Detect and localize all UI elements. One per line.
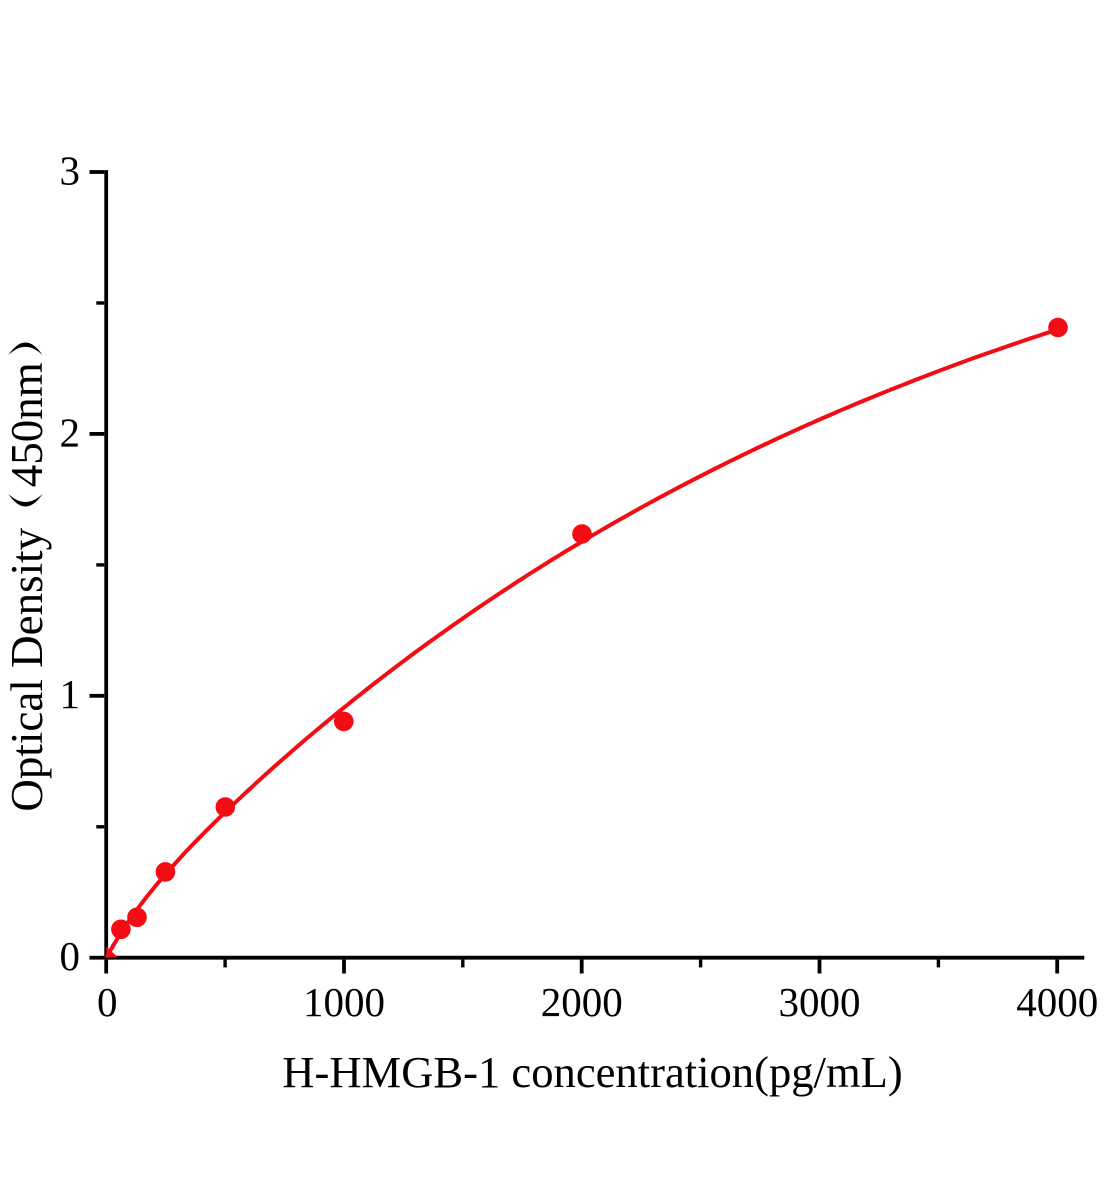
- svg-text:0: 0: [60, 933, 81, 979]
- svg-text:450nm: 450nm: [2, 362, 52, 487]
- svg-text:1: 1: [60, 671, 81, 717]
- svg-text:2: 2: [60, 409, 81, 455]
- svg-text:0: 0: [97, 979, 118, 1025]
- svg-text:3: 3: [60, 147, 81, 193]
- svg-text:H-HMGB-1 concentration(pg/mL): H-HMGB-1 concentration(pg/mL): [282, 1047, 902, 1097]
- svg-text:3000: 3000: [779, 979, 861, 1025]
- svg-text:1000: 1000: [303, 979, 385, 1025]
- svg-text:Optical Density: Optical Density: [2, 527, 52, 811]
- svg-text:2000: 2000: [541, 979, 623, 1025]
- svg-text:4000: 4000: [1016, 979, 1098, 1025]
